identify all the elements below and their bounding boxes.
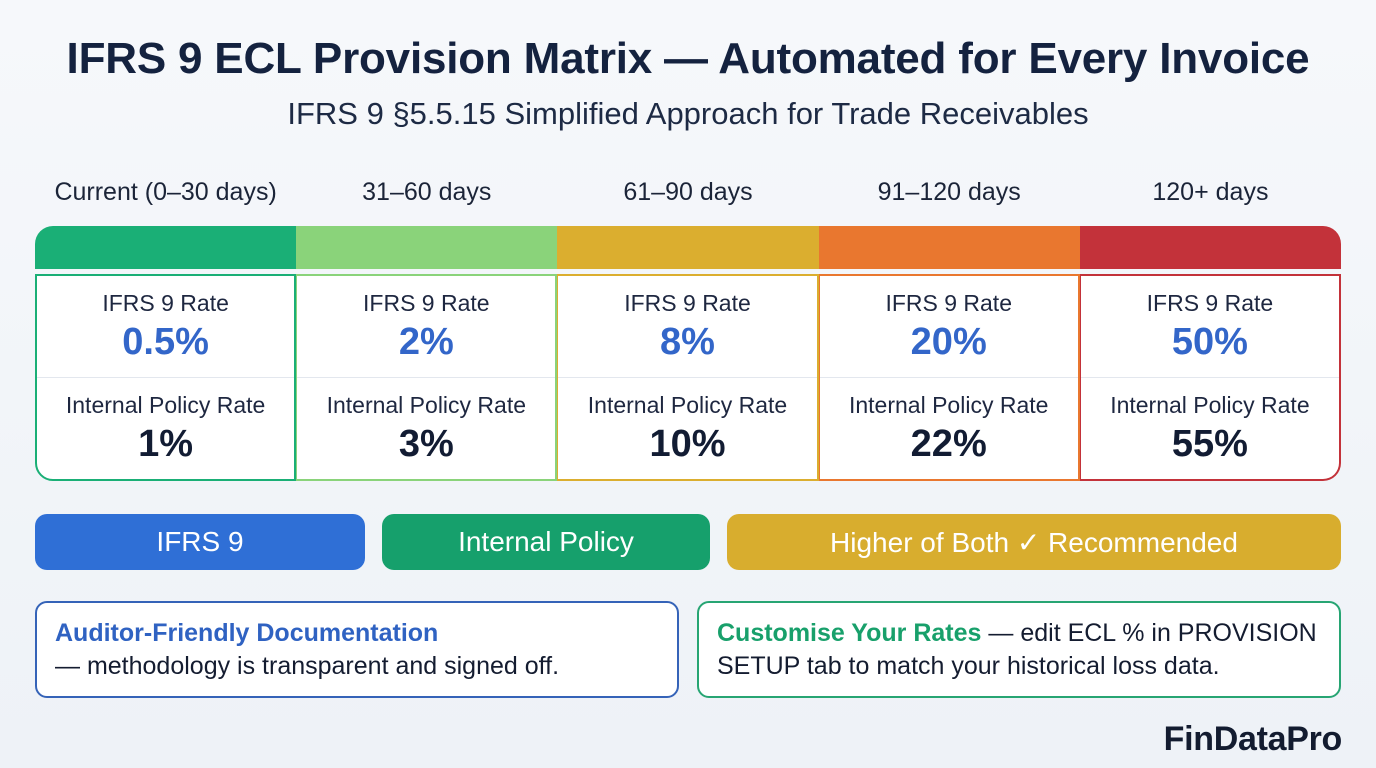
band-label-91-120: 91–120 days [877, 178, 1021, 206]
internal-rate-value: 22% [910, 422, 987, 465]
ifrs-rate-label: IFRS 9 Rate [885, 289, 1012, 316]
band-cell: IFRS 9 Rate 50% Internal Policy Rate 55% [1079, 274, 1342, 481]
ifrs-rate-value: 50% [1171, 320, 1248, 363]
page-title: IFRS 9 ECL Provision Matrix — Automated … [66, 34, 1310, 83]
band-label-120-plus: 120+ days [1152, 178, 1269, 206]
internal-rate-section: Internal Policy Rate 1% [37, 378, 294, 479]
band-column-120-plus: IFRS 9 Rate 50% Internal Policy Rate 55% [1079, 226, 1342, 481]
band-label-current: Current (0–30 days) [54, 178, 277, 206]
band-cell: IFRS 9 Rate 2% Internal Policy Rate 3% [296, 274, 558, 481]
band-column-61-90: IFRS 9 Rate 8% Internal Policy Rate 10% [557, 226, 819, 481]
band-label-31-60: 31–60 days [362, 178, 492, 206]
customise-rates-note: Customise Your Rates — edit ECL % in PRO… [697, 601, 1341, 698]
band-label-61-90: 61–90 days [623, 178, 753, 206]
band-cell: IFRS 9 Rate 20% Internal Policy Rate 22% [818, 274, 1080, 481]
ifrs-rate-section: IFRS 9 Rate 2% [297, 276, 556, 378]
internal-rate-label: Internal Policy Rate [848, 391, 1049, 418]
customise-note-heading: Customise Your Rates [717, 619, 982, 647]
internal-rate-section: Internal Policy Rate 10% [558, 378, 816, 479]
ifrs-rate-value: 8% [660, 320, 715, 363]
page-subtitle: IFRS 9 §5.5.15 Simplified Approach for T… [287, 96, 1089, 131]
ifrs-rate-value: 2% [398, 320, 454, 363]
ifrs-rate-section: IFRS 9 Rate 0.5% [37, 276, 295, 378]
internal-rate-value: 3% [398, 422, 454, 465]
ifrs-rate-value: 0.5% [122, 320, 209, 363]
internal-policy-option-button[interactable]: Internal Policy [382, 514, 710, 570]
auditor-note-text: — methodology is transparent and signed … [55, 652, 560, 680]
brand-logo: FinDataPro [1163, 720, 1343, 758]
internal-rate-label: Internal Policy Rate [1110, 391, 1310, 418]
ifrs-rate-section: IFRS 9 Rate 50% [1080, 276, 1340, 378]
ifrs-rate-label: IFRS 9 Rate [102, 289, 229, 316]
internal-rate-value: 1% [138, 422, 194, 465]
ifrs-rate-label: IFRS 9 Rate [1146, 289, 1274, 316]
band-cell: IFRS 9 Rate 8% Internal Policy Rate 10% [557, 274, 819, 481]
ifrs-rate-label: IFRS 9 Rate [363, 289, 490, 316]
customise-note-text: — edit ECL % in PROVISION SETUP tab to m… [717, 619, 1317, 680]
auditor-documentation-note: Auditor-Friendly Documentation — methodo… [35, 601, 679, 698]
internal-rate-section: Internal Policy Rate 3% [297, 378, 555, 479]
band-color-bar [296, 226, 558, 269]
internal-rate-label: Internal Policy Rate [587, 391, 788, 418]
band-column-91-120: IFRS 9 Rate 20% Internal Policy Rate 22% [818, 226, 1080, 481]
internal-rate-section: Internal Policy Rate 55% [1081, 378, 1339, 479]
internal-rate-value: 55% [1171, 422, 1248, 465]
band-color-bar [1079, 226, 1342, 269]
internal-rate-value: 10% [649, 422, 726, 465]
band-column-current: IFRS 9 Rate 0.5% Internal Policy Rate 1% [35, 226, 297, 481]
provision-matrix: IFRS 9 Rate 0.5% Internal Policy Rate 1%… [35, 226, 1342, 481]
internal-rate-label: Internal Policy Rate [65, 391, 266, 418]
band-color-bar [557, 226, 819, 269]
band-column-31-60: IFRS 9 Rate 2% Internal Policy Rate 3% [296, 226, 558, 481]
ifrs-rate-label: IFRS 9 Rate [624, 289, 751, 316]
higher-of-both-option-button[interactable]: Higher of Both ✓ Recommended [727, 514, 1341, 570]
internal-rate-section: Internal Policy Rate 22% [820, 378, 1078, 479]
internal-rate-label: Internal Policy Rate [326, 391, 527, 418]
ifrs-rate-value: 20% [910, 320, 987, 363]
ifrs-9-option-button[interactable]: IFRS 9 [35, 514, 365, 570]
auditor-note-heading: Auditor-Friendly Documentation [55, 619, 439, 647]
band-color-bar [35, 226, 297, 269]
ifrs-rate-section: IFRS 9 Rate 8% [558, 276, 817, 378]
band-color-bar [818, 226, 1080, 269]
aging-band-labels: Current (0–30 days) 31–60 days 61–90 day… [35, 178, 1341, 207]
ifrs-rate-section: IFRS 9 Rate 20% [819, 276, 1078, 378]
band-cell: IFRS 9 Rate 0.5% Internal Policy Rate 1% [35, 274, 297, 481]
